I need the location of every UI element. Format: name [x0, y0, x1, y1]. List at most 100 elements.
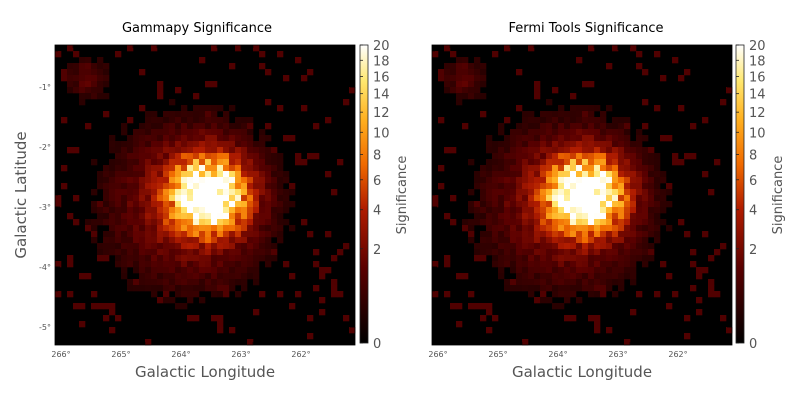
- heatmap-cell: [235, 291, 242, 298]
- heatmap-cell: [570, 285, 577, 292]
- heatmap-cell: [157, 165, 164, 172]
- heatmap-cell: [528, 147, 535, 154]
- heatmap-cell: [486, 225, 493, 232]
- heatmap-cell: [91, 93, 98, 100]
- heatmap-cell: [468, 69, 475, 76]
- heatmap-cell: [528, 117, 535, 124]
- heatmap-cell: [582, 195, 589, 202]
- heatmap-cell: [582, 189, 589, 196]
- heatmap-cell: [570, 141, 577, 148]
- heatmap-cell: [205, 183, 212, 190]
- heatmap-cell: [540, 171, 547, 178]
- heatmap-cell: [480, 231, 487, 238]
- heatmap-cell: [259, 147, 266, 154]
- heatmap-cell: [576, 147, 583, 154]
- heatmap-cell: [109, 237, 116, 244]
- heatmap-cell: [636, 243, 643, 250]
- heatmap-cell: [708, 189, 715, 196]
- heatmap-cell: [648, 177, 655, 184]
- heatmap-cell: [612, 153, 619, 160]
- heatmap-cell: [642, 183, 649, 190]
- heatmap-cell: [127, 147, 134, 154]
- heatmap-cell: [223, 213, 230, 220]
- heatmap-cell: [199, 237, 206, 244]
- heatmap-cell: [528, 237, 535, 244]
- heatmap-cell: [564, 285, 571, 292]
- heatmap-cell: [432, 51, 439, 58]
- heatmap-cell: [259, 171, 266, 178]
- heatmap-cell: [636, 195, 643, 202]
- x-tick-label: 263°: [231, 350, 250, 359]
- heatmap-cell: [714, 249, 721, 256]
- heatmap-cell: [618, 207, 625, 214]
- heatmap-cell: [558, 147, 565, 154]
- heatmap-cell: [528, 213, 535, 220]
- heatmap-cell: [642, 261, 649, 268]
- colorbar-tick-label: 6: [749, 174, 757, 189]
- heatmap-cell: [247, 147, 254, 154]
- heatmap-cell: [151, 273, 158, 280]
- heatmap-cell: [259, 243, 266, 250]
- heatmap-cell: [528, 243, 535, 250]
- heatmap-cell: [444, 291, 451, 298]
- x-tick-label: 263°: [608, 350, 627, 359]
- heatmap-cell: [648, 195, 655, 202]
- heatmap-cell: [486, 177, 493, 184]
- heatmap-cell: [612, 117, 619, 124]
- colorbar-tick-label: 20: [373, 39, 390, 54]
- heatmap-cell: [109, 195, 116, 202]
- heatmap-cell: [139, 207, 146, 214]
- heatmap-cell: [259, 207, 266, 214]
- heatmap-cell: [151, 267, 158, 274]
- heatmap-cell: [612, 177, 619, 184]
- heatmap-cell: [564, 225, 571, 232]
- heatmap-cell: [229, 105, 236, 112]
- heatmap-cell: [73, 69, 80, 76]
- heatmap-cell: [582, 225, 589, 232]
- heatmap-cell: [97, 81, 104, 88]
- heatmap-cell: [181, 165, 188, 172]
- heatmap-cell: [97, 93, 104, 100]
- heatmap-cell: [109, 219, 116, 226]
- heatmap-cell: [85, 69, 92, 76]
- heatmap-cell: [241, 261, 248, 268]
- heatmap-cell: [528, 195, 535, 202]
- heatmap-cell: [666, 189, 673, 196]
- heatmap-cell: [486, 243, 493, 250]
- heatmap-cell: [109, 309, 116, 316]
- heatmap-cell: [109, 225, 116, 232]
- heatmap-cell: [570, 213, 577, 220]
- heatmap-cell: [127, 183, 134, 190]
- heatmap-cell: [175, 231, 182, 238]
- heatmap-cell: [606, 141, 613, 148]
- heatmap-cell: [522, 123, 529, 130]
- heatmap-cell: [85, 123, 92, 130]
- heatmap-cell: [115, 261, 122, 268]
- heatmap-cell: [570, 105, 577, 112]
- heatmap-cell: [642, 165, 649, 172]
- heatmap-cell: [67, 75, 74, 82]
- heatmap-cell: [564, 111, 571, 118]
- heatmap-cell: [145, 147, 152, 154]
- colorbar-tick-label: 18: [749, 54, 766, 69]
- heatmap-cell: [612, 219, 619, 226]
- heatmap-cell: [211, 237, 218, 244]
- heatmap-cell: [648, 249, 655, 256]
- heatmap-cell: [588, 219, 595, 226]
- heatmap-cell: [211, 123, 218, 130]
- heatmap-cell: [618, 165, 625, 172]
- heatmap-cell: [504, 165, 511, 172]
- heatmap-cell: [600, 255, 607, 262]
- heatmap-cell: [600, 273, 607, 280]
- heatmap-cell: [151, 111, 158, 118]
- heatmap-cell: [235, 279, 242, 286]
- heatmap-cell: [193, 177, 200, 184]
- heatmap-cell: [157, 177, 164, 184]
- heatmap-cell: [564, 255, 571, 262]
- heatmap-cell: [127, 189, 134, 196]
- heatmap-cell: [109, 231, 116, 238]
- heatmap-cell: [127, 177, 134, 184]
- heatmap-cell: [522, 255, 529, 262]
- heatmap-cell: [271, 207, 278, 214]
- heatmap-cell: [163, 285, 170, 292]
